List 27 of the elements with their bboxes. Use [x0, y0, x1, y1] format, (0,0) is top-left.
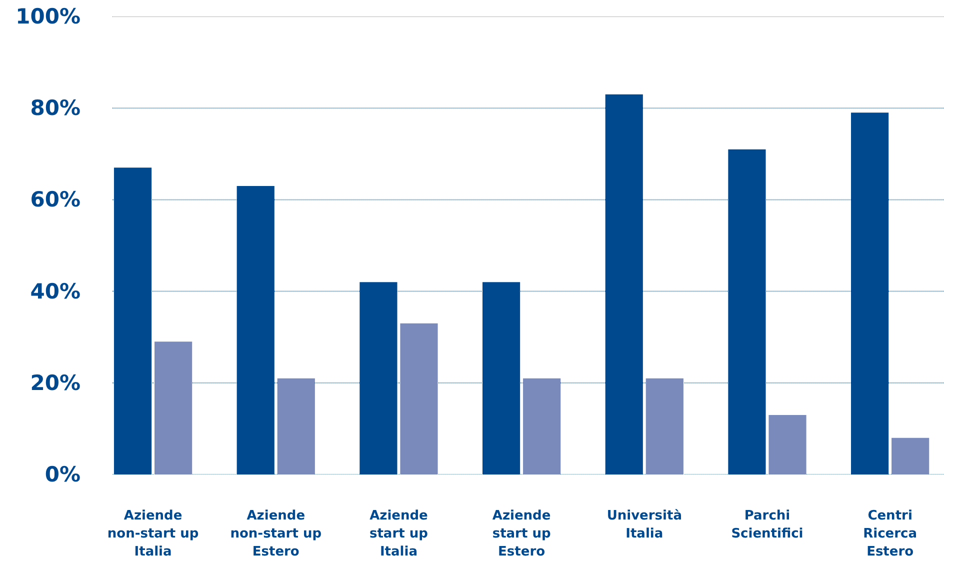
- bar: [114, 168, 152, 474]
- bar: [728, 149, 766, 474]
- y-tick-label: 80%: [30, 96, 80, 120]
- bar: [851, 112, 889, 474]
- bar: [154, 342, 192, 474]
- bar: [400, 323, 438, 474]
- bar: [277, 378, 315, 474]
- x-tick-label: Aziende start up Italia: [369, 508, 428, 560]
- bar: [523, 378, 561, 474]
- x-tick-label: Aziende non-start up Estero: [230, 508, 322, 560]
- bar: [605, 94, 643, 474]
- bar: [768, 414, 806, 474]
- x-tick-label: Centri Ricerca Estero: [863, 508, 918, 560]
- bar: [646, 378, 684, 474]
- x-tick-label: Parchi Scientifici: [731, 508, 804, 542]
- y-tick-label: 60%: [30, 188, 80, 212]
- y-tick-label: 40%: [30, 279, 80, 304]
- bar: [360, 282, 398, 474]
- y-tick-label: 100%: [16, 4, 81, 28]
- x-tick-label: Aziende non-start up Italia: [107, 508, 199, 560]
- x-tick-label: Aziende start up Estero: [492, 508, 551, 560]
- y-tick-label: 20%: [30, 370, 80, 395]
- bar: [892, 438, 930, 474]
- bar: [482, 282, 520, 474]
- bar: [236, 186, 274, 474]
- x-tick-label: Università Italia: [606, 508, 682, 542]
- y-tick-label: 0%: [44, 462, 81, 486]
